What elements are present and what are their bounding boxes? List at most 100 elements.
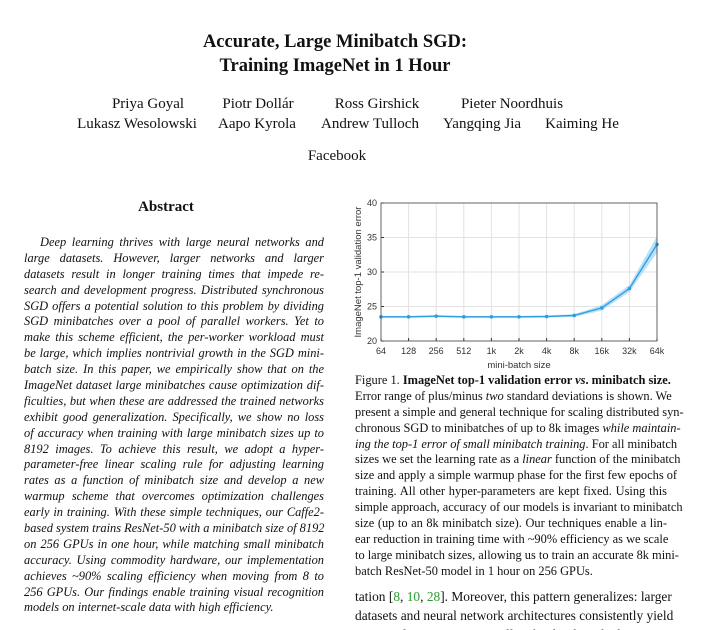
text-segment: ear reduction in training time with ~90%… [355,531,669,546]
text-line: batch size. In this paper, we empiricall… [24,362,324,378]
text-segment: function of the minibatch [551,452,681,467]
x-tick-label: 64 [376,346,386,356]
citation-link[interactable]: 10 [406,589,421,604]
text-line: models on internet-scale data with high … [24,600,324,616]
text-line: be large, which implies nontrivial growt… [24,346,324,362]
text-segment: standard deviations is shown. We [503,388,672,403]
text-line: SGD offers a potential solution to this … [24,299,324,315]
author: Yangqing Jia [442,116,522,132]
text-segment: , [420,589,427,604]
text-segment: models on internet-scale data with high … [24,600,274,615]
text-segment: rates as a function of minibatch size an… [24,473,324,488]
author: Kaiming He [545,116,619,132]
text-segment: accuracy. Using commodity hardware, our … [24,552,324,567]
y-tick-label: 35 [367,233,377,243]
x-tick-label: 4k [542,346,552,356]
author: Priya Goyal [111,96,185,112]
text-segment: make this scheme efficient, the per-work… [24,330,324,345]
data-point [572,313,576,318]
text-line: 256 GPUs. Our findings enable training v… [24,585,324,601]
x-tick-label: 128 [401,346,416,356]
text-line: ing the top-1 error of small minibatch t… [355,436,677,453]
text-line: improved accuracy across all tasks that … [355,625,667,630]
x-tick-label: 256 [429,346,444,356]
text-line: ear reduction in training time with ~90%… [355,531,669,548]
citation-link[interactable]: 28 [426,589,441,604]
text-line: search and development progress. Distrib… [24,283,324,299]
text-line: tation [8, 10, 28]. Moreover, this patte… [355,587,672,606]
text-line: to large minibatch sizes, allowing us to… [355,548,679,564]
author: Andrew Tulloch [321,116,419,132]
abstract-heading: Abstract [138,199,194,215]
x-tick-label: 16k [595,346,610,356]
text-segment: two [485,388,504,403]
text-segment: ImageNet top-1 validation error [402,373,576,387]
author: Ross Girshick [334,96,420,112]
text-line: size and apply a simple warmup phase for… [355,468,677,484]
text-line: exhibit good generalization. Specificall… [24,410,324,426]
text-segment: simple approach, accuracy of our models … [355,500,683,515]
text-segment: . For all minibatch [585,436,678,451]
text-segment: . minibatch size. [585,373,671,387]
text-line: 8192 images. To achieve this result, we … [24,442,324,458]
text-segment: 8192 images. To achieve this result, we … [24,441,324,456]
text-segment: exhibit good generalization. Specificall… [24,409,324,424]
text-segment: search and development progress. Distrib… [24,282,324,297]
y-tick-label: 30 [367,267,377,277]
text-segment: ImageNet dataset large minibatches cause… [24,378,324,393]
text-segment: parameter-free linear scaling rule for a… [24,457,324,472]
text-line: achieves ~90% scaling efficiency when mo… [24,569,324,585]
text-line: parameter-free linear scaling rule for a… [24,457,324,473]
text-line: Deep learning thrives with large neural … [24,235,324,251]
text-line: sizes we set the learning rate as a line… [355,452,681,468]
text-segment: early in training. With these simple tec… [24,505,324,520]
text-segment: , [400,589,407,604]
text-segment: to large minibatch sizes, allowing us to… [355,547,679,562]
text-line: accuracy. Using commodity hardware, our … [24,553,324,569]
x-tick-label: 8k [569,346,579,356]
text-line: simple approach, accuracy of our models … [355,500,683,516]
data-point [544,314,549,319]
text-line: Figure 1. ImageNet top-1 validation erro… [355,373,671,389]
text-segment: while maintain- [602,420,681,435]
text-segment: 256 GPUs. Our findings enable training v… [24,584,324,599]
text-segment: on 256 GPUs in one hour, while matching … [24,536,324,551]
text-segment: Deep learning thrives with large neural … [40,235,324,249]
text-segment: based system trains ResNet-50 with a min… [24,521,325,536]
author: Lukasz Wesolowski [77,116,197,132]
citation-link[interactable]: 8 [393,589,401,604]
text-segment: datasets and neural network architecture… [355,608,674,623]
plot-frame [380,202,658,342]
abstract-text: Deep learning thrives with large neural … [24,235,324,616]
y-axis-label: ImageNet top-1 validation error [353,207,364,338]
data-point [489,315,494,319]
text-segment: ]. Moreover, this pattern generalizes: l… [440,589,672,604]
author: Piotr Dollár [222,96,294,112]
text-segment: vs [575,373,586,387]
text-segment: training. All other hyper-parameters are… [355,484,667,499]
text-segment: size (up to an 8k minibatch size). Our t… [355,516,667,531]
text-line: size (up to an 8k minibatch size). Our t… [355,516,667,532]
text-segment: batch size. In this paper, we empiricall… [24,362,324,377]
text-segment: ing the top-1 error of small minibatch t… [355,436,586,451]
text-segment: large datasets. However, larger networks… [24,250,324,265]
text-line: large datasets. However, larger networks… [24,251,324,267]
x-tick-label: 64k [650,346,665,356]
text-segment: chronous SGD to minibatches of up to 8k … [355,420,603,435]
author: Pieter Noordhuis [460,96,564,112]
paper-title-line-1: Accurate, Large Minibatch SGD: [202,32,468,52]
author: Aapo Kyrola [218,116,296,132]
text-segment: be large, which implies nontrivial growt… [24,346,324,361]
text-segment: sizes we set the learning rate as a [355,452,523,467]
affiliation: Facebook [307,148,367,164]
data-point [406,315,411,319]
text-line: warmup scheme that overcomes optimizatio… [24,489,324,505]
text-line: datasets and neural network architecture… [355,606,673,625]
figure-caption: Figure 1. ImageNet top-1 validation erro… [355,373,684,580]
text-line: ImageNet dataset large minibatches cause… [24,378,324,394]
x-tick-label: 2k [514,346,524,356]
text-segment: of accuracy when training with large min… [24,425,324,440]
text-line: of accuracy when training with large min… [24,426,324,442]
text-segment: Figure 1. [355,373,403,387]
text-line: early in training. With these simple tec… [24,505,324,521]
